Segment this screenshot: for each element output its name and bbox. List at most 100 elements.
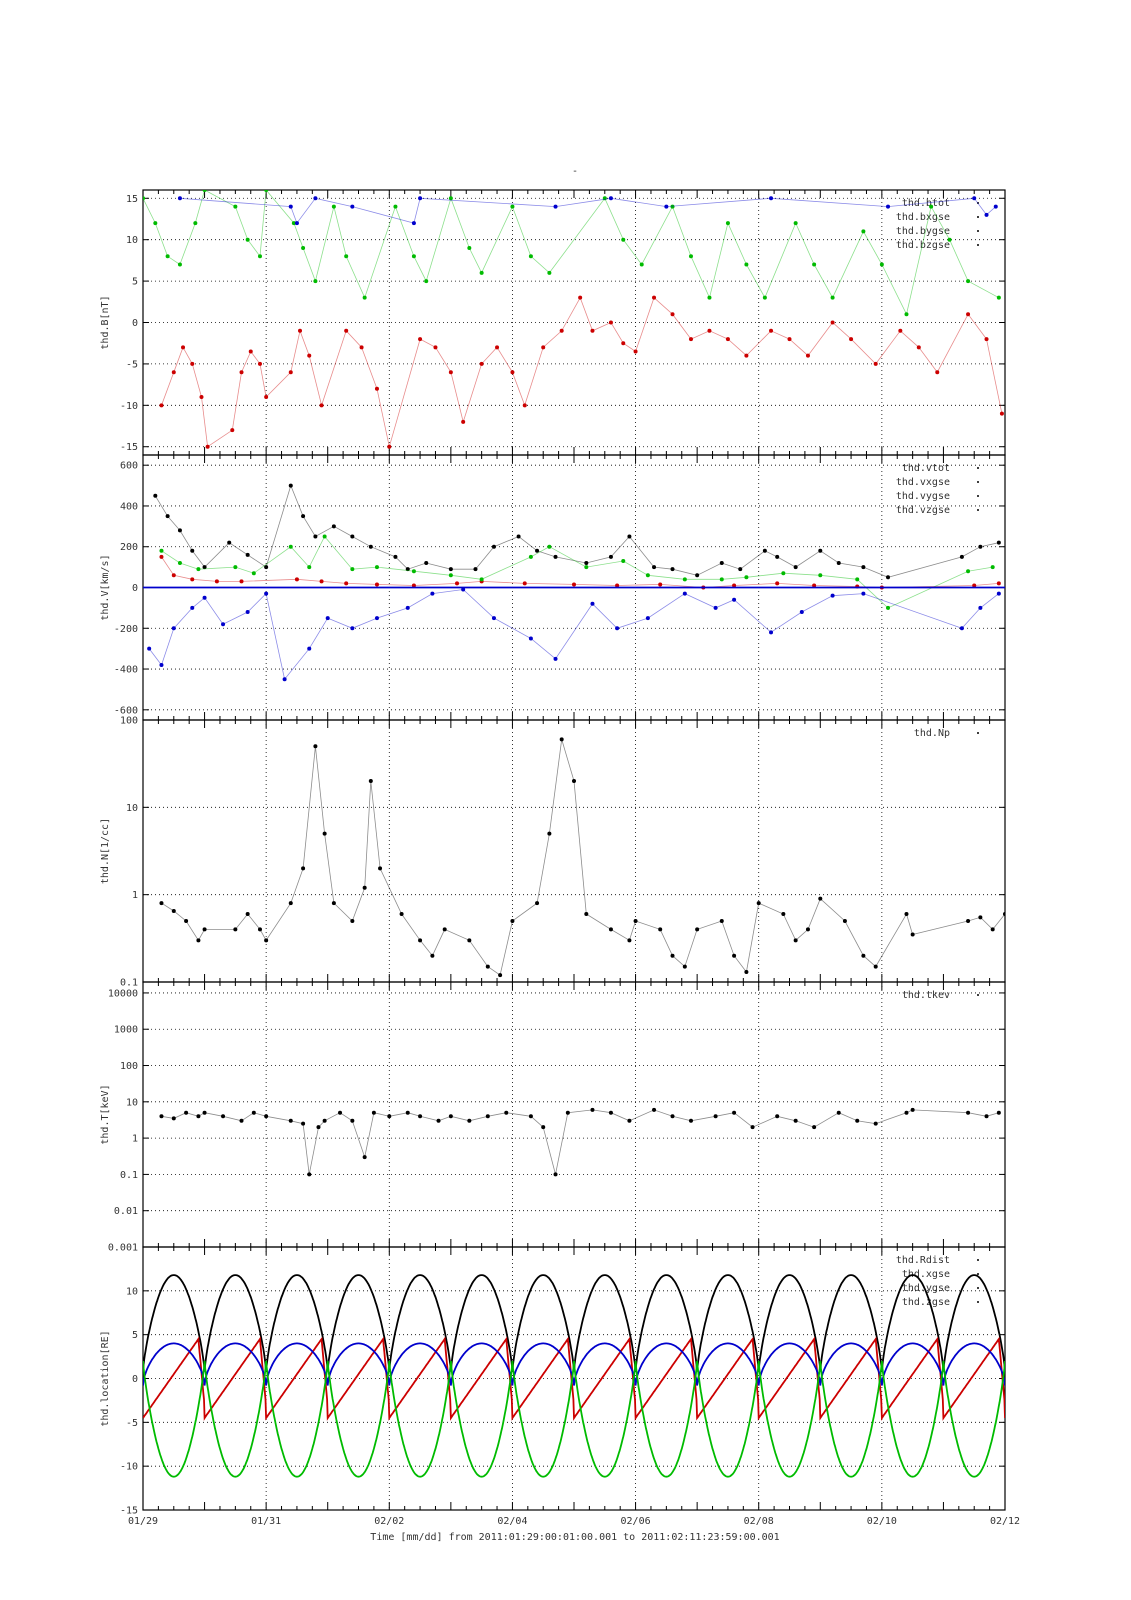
data-point (744, 970, 749, 975)
plot-area (143, 190, 1004, 449)
data-point (159, 554, 164, 559)
y-tick-label: 0 (132, 1374, 138, 1385)
data-point (553, 554, 558, 559)
data-point (298, 328, 303, 333)
data-point (411, 221, 416, 226)
data-point (522, 581, 527, 586)
data-point (307, 646, 312, 651)
plot-area (159, 737, 1005, 978)
plot-area (159, 1107, 1001, 1177)
series-thd-vygse (159, 534, 995, 610)
data-point (972, 196, 977, 201)
data-point (645, 573, 650, 578)
legend-marker (977, 1287, 979, 1289)
y-tick-label: -600 (114, 705, 138, 716)
y-tick-label: 100 (120, 1061, 138, 1072)
panel-frame (142, 981, 1006, 1248)
data-point (873, 964, 878, 969)
data-point (368, 779, 373, 784)
data-point (418, 196, 423, 201)
y-tick-label: 0.01 (114, 1206, 138, 1217)
data-point (190, 577, 195, 582)
data-point (886, 204, 891, 209)
data-point (374, 582, 379, 587)
data-point (171, 1116, 176, 1121)
data-point (288, 204, 293, 209)
data-point (442, 927, 447, 932)
series-trace (143, 190, 999, 316)
data-point (966, 569, 971, 574)
data-point (202, 565, 207, 570)
legend-entry: thd.vtot (902, 463, 950, 474)
data-point (430, 953, 435, 958)
x-tick-label: 02/02 (374, 1516, 404, 1527)
data-point (725, 221, 730, 226)
legend-marker (977, 230, 979, 232)
y-tick-label: -15 (120, 442, 138, 453)
data-point (350, 918, 355, 923)
data-point (682, 591, 687, 596)
series-thd-tkev (159, 1107, 1001, 1177)
data-point (645, 616, 650, 621)
data-point (239, 579, 244, 584)
legend-entry: thd.ygse (902, 1283, 950, 1294)
legend-entry: thd.bzgse (896, 240, 950, 251)
data-point (873, 361, 878, 366)
data-point (239, 370, 244, 375)
data-point (916, 345, 921, 350)
data-point (448, 1114, 453, 1119)
data-point (627, 1118, 632, 1123)
series-trace (148, 589, 1000, 681)
data-point (990, 565, 995, 570)
data-point (775, 1114, 780, 1119)
y-tick-label: 100 (120, 716, 138, 727)
data-point (350, 534, 355, 539)
data-point (448, 567, 453, 572)
data-point (547, 270, 552, 275)
data-point (411, 583, 416, 588)
legend-marker (977, 732, 979, 734)
data-point (233, 565, 238, 570)
data-point (572, 779, 576, 784)
data-point (485, 964, 490, 969)
data-point (590, 1107, 595, 1112)
data-point (282, 677, 287, 682)
data-point (313, 744, 318, 749)
data-point (670, 312, 675, 317)
data-point (719, 577, 724, 582)
data-point (959, 554, 964, 559)
data-point (405, 1110, 410, 1115)
y-tick-label: 0.001 (108, 1243, 138, 1254)
data-point (547, 831, 552, 836)
data-point (294, 221, 299, 226)
y-tick-label: 10000 (108, 988, 138, 999)
data-point (947, 237, 952, 242)
data-point (202, 927, 207, 932)
series-thd-bxgse (159, 295, 1004, 449)
data-point (177, 528, 182, 533)
data-point (621, 559, 626, 563)
data-point (621, 341, 626, 346)
series-trace (161, 296, 1003, 448)
data-point (159, 403, 164, 408)
panels: 151050-5-10-15thd.B[nT]thd.btotthd.bxgse… (100, 189, 1006, 1517)
data-point (553, 204, 558, 209)
data-point (873, 1121, 878, 1126)
data-point (504, 1110, 509, 1115)
series-thd-vzgse (147, 587, 1001, 682)
series-thd-zgse (143, 1360, 1005, 1478)
data-point (535, 548, 540, 553)
data-point (405, 567, 410, 572)
data-point (966, 1110, 971, 1115)
legend-marker (977, 481, 979, 483)
data-point (171, 370, 176, 375)
data-point (184, 918, 189, 923)
data-point (670, 953, 675, 958)
data-point (713, 1114, 718, 1119)
legend-entry: thd.bxgse (896, 212, 950, 223)
data-point (294, 577, 299, 582)
data-point (331, 901, 336, 906)
y-tick-label: 15 (126, 194, 138, 205)
data-point (652, 295, 657, 300)
